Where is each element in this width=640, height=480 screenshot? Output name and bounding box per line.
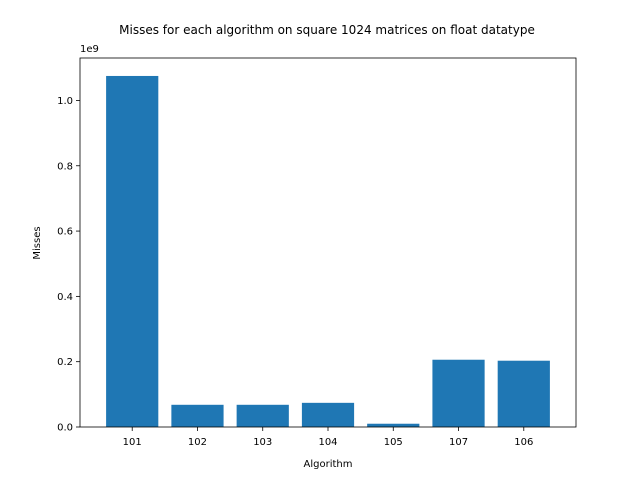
- bar: [171, 404, 224, 427]
- bar: [367, 423, 420, 427]
- y-tick-label: 0.4: [57, 292, 73, 303]
- y-tick-label: 0.6: [57, 227, 73, 238]
- axes-frame: [79, 57, 577, 428]
- x-tick-label: 107: [449, 437, 468, 448]
- bar: [236, 404, 289, 427]
- x-tick-label: 106: [514, 437, 533, 448]
- bar: [497, 360, 550, 427]
- plot-area: 101 102 103 104 105 107 106 0.0 0.2 0.4 0.6 0.8 1.0: [57, 57, 577, 448]
- x-tick-label: 101: [123, 437, 142, 448]
- x-tick-label: 102: [188, 437, 207, 448]
- bar: [432, 359, 485, 427]
- y-axis-label: Misses: [32, 226, 43, 259]
- chart-title: Misses for each algorithm on square 1024…: [119, 23, 535, 37]
- x-tick-label: 103: [253, 437, 272, 448]
- y-tick-label: 1.0: [57, 96, 73, 107]
- x-tick-label: 105: [384, 437, 403, 448]
- x-tick-label: 104: [318, 437, 337, 448]
- y-tick-label: 0.0: [57, 423, 73, 434]
- y-offset-label: 1e9: [80, 44, 99, 55]
- y-tick-label: 0.8: [57, 161, 73, 172]
- x-axis-label: Algorithm: [304, 459, 353, 470]
- bar: [301, 402, 355, 427]
- bar: [106, 75, 159, 427]
- y-tick-label: 0.2: [57, 357, 73, 368]
